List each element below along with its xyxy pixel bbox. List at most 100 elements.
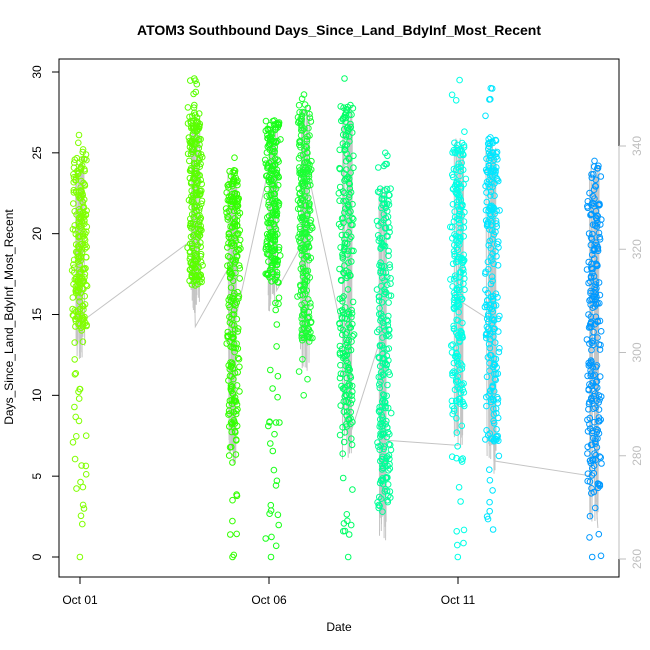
y-tick-label: 25 [30,146,44,160]
data-point [347,221,355,229]
data-point [483,330,490,338]
data-point [586,414,594,422]
data-point [339,315,346,322]
data-point [343,240,351,247]
data-point [234,212,242,219]
data-point [74,289,81,296]
data-point [460,258,467,265]
data-point [350,164,357,171]
data-point [225,411,232,418]
data-point [587,287,594,295]
data-point [307,254,315,262]
data-point [455,160,462,167]
data-point [231,195,238,202]
data-point [347,233,355,241]
data-point [376,354,383,362]
data-point [378,195,386,202]
data-point [77,194,85,202]
data-point [71,403,78,411]
y2-tick-label: 320 [630,239,644,259]
data-point [586,323,594,331]
data-point [591,157,598,165]
data-point [346,155,353,163]
data-point [594,164,602,172]
data-point [377,315,385,322]
data-point [384,318,392,325]
data-point [449,410,457,418]
data-point [78,462,85,469]
data-point [455,180,463,188]
data-point [386,430,393,438]
data-point [266,135,274,143]
data-point [304,375,311,383]
data-point [450,368,458,375]
data-point [298,196,305,203]
data-point [198,197,206,205]
data-point [593,293,600,301]
data-point [340,197,347,205]
data-point [78,327,85,334]
data-point [340,520,348,527]
data-point [486,477,494,484]
data-point [348,258,355,265]
data-point [298,315,306,323]
data-point [382,404,389,412]
data-point [494,156,501,163]
data-point [455,395,463,403]
data-point [225,401,233,409]
data-point [302,164,309,172]
data-point [456,385,463,393]
data-point [77,512,85,520]
data-point [233,230,241,238]
data-point [483,315,491,323]
data-point [70,178,77,186]
data-point [348,435,355,443]
data-point [300,109,308,116]
data-point [307,118,315,125]
data-point [188,273,196,281]
data-point [269,447,277,455]
data-point [461,128,468,135]
y2-tick-label: 280 [630,445,644,465]
data-point [71,159,78,166]
data-point [487,84,495,92]
data-point [493,150,500,157]
y-tick-label: 0 [30,553,44,560]
data-point [387,292,395,300]
data-point [588,358,595,366]
data-point [376,381,383,388]
data-point [590,372,597,380]
data-point [457,329,465,337]
data-point [482,112,489,120]
data-point [192,88,200,96]
data-point [193,177,200,184]
data-point [384,481,392,488]
data-point [273,271,281,279]
data-point [592,313,600,321]
data-point [588,553,596,561]
data-point [596,291,604,299]
data-point [592,301,600,308]
data-point [262,535,270,542]
data-point [376,446,384,454]
data-point [309,334,316,342]
data-point [458,211,466,219]
data-point [196,163,203,170]
data-point [490,417,497,425]
data-point [338,117,345,125]
data-point [489,183,496,191]
data-point [587,313,595,321]
data-point [272,419,280,426]
data-point [266,224,273,231]
data-point [346,180,354,188]
data-point [387,280,394,288]
data-point [597,328,605,335]
data-point [72,230,80,238]
data-point [346,324,353,331]
data-point [488,273,496,281]
data-point [228,421,236,428]
data-point [297,205,304,212]
data-point [493,164,500,171]
data-point [595,201,602,209]
data-point [458,295,466,303]
